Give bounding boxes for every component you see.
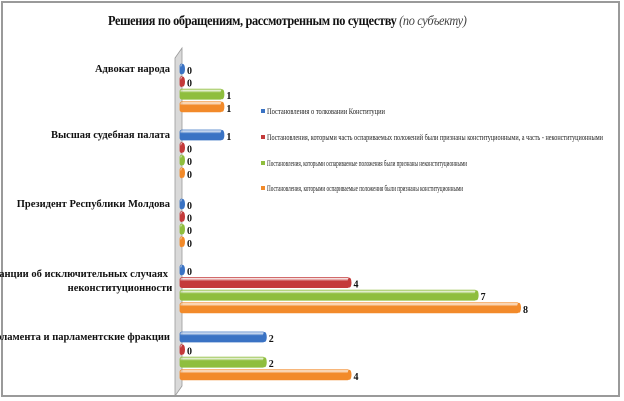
bar-cap — [181, 64, 185, 74]
legend-entry: Постановления, которыми оспариваемые пол… — [267, 183, 463, 193]
data-label: 0 — [187, 79, 192, 90]
category-label: неконституционности — [68, 283, 173, 294]
data-label: 0 — [187, 66, 192, 77]
category-label: Судебные инстанции об исключительных слу… — [0, 269, 169, 280]
chart-title: Решения по обращениям, рассмотренным по … — [108, 14, 467, 30]
legend-entry: Постановления, которыми оспариваемые пол… — [267, 158, 467, 168]
bar-4-0 — [179, 331, 266, 343]
data-label: 4 — [354, 372, 359, 383]
chart-title-text: Решения по обращениям, рассмотренным по … — [108, 14, 397, 29]
bar-cap — [181, 344, 185, 355]
data-label: 1 — [226, 132, 231, 143]
legend-entry: Постановления о толковании Конституции — [267, 106, 385, 116]
data-label: 0 — [187, 347, 192, 358]
bar-3-2 — [179, 289, 478, 301]
bar-cap — [181, 236, 185, 247]
bar-cap — [181, 142, 185, 153]
data-label: 4 — [354, 280, 359, 291]
bar-cap — [181, 199, 185, 209]
bar-cap — [220, 101, 225, 112]
bar-cap — [220, 89, 225, 100]
data-label: 0 — [187, 201, 192, 212]
legend-swatch — [261, 186, 265, 190]
axis-wall — [174, 46, 183, 398]
bar-cap — [181, 155, 185, 166]
data-label: 7 — [481, 292, 486, 303]
data-label: 1 — [226, 104, 231, 115]
bar-3-1 — [179, 277, 350, 289]
bar-3-3 — [179, 302, 520, 314]
category-label: Адвокат народа — [95, 64, 171, 75]
data-label: 2 — [269, 334, 274, 345]
chart-frame — [1, 1, 620, 397]
bar-cap — [517, 302, 521, 313]
data-label: 8 — [523, 305, 528, 316]
category-label: Президент Республики Молдова — [17, 199, 171, 210]
bar-cap — [181, 211, 185, 222]
data-label: 0 — [187, 267, 192, 278]
bar-0-3 — [179, 101, 223, 113]
data-label: 0 — [187, 226, 192, 237]
legend-swatch — [261, 161, 265, 165]
legend-entry: Постановления, которыми часть оспариваем… — [267, 132, 603, 142]
bar-1-0 — [179, 129, 223, 141]
legend-swatch — [261, 135, 265, 139]
bar-cap — [181, 224, 185, 235]
legend-swatch — [261, 109, 265, 113]
data-label: 1 — [226, 91, 231, 102]
data-label: 0 — [187, 239, 192, 250]
data-label: 0 — [187, 170, 192, 181]
bar-cap — [181, 76, 185, 87]
bar-cap — [347, 369, 352, 380]
bar-cap — [474, 290, 479, 301]
bar-cap — [347, 277, 352, 288]
data-label: 0 — [187, 145, 192, 156]
data-label: 2 — [269, 359, 274, 370]
category-label: Депутаты Парламента и парламентские фрак… — [0, 332, 170, 343]
bar-cap — [262, 332, 267, 342]
bar-cap — [181, 167, 185, 178]
data-label: 0 — [187, 214, 192, 225]
bar-4-3 — [179, 369, 350, 381]
bar-4-2 — [179, 356, 266, 368]
bar-0-2 — [179, 88, 223, 100]
bar-cap — [181, 265, 185, 275]
category-label: Высшая судебная палата — [51, 130, 171, 141]
bar-cap — [220, 130, 225, 140]
data-label: 0 — [187, 157, 192, 168]
chart-subtitle: (по субъекту) — [399, 14, 467, 29]
bar-cap — [262, 357, 267, 368]
